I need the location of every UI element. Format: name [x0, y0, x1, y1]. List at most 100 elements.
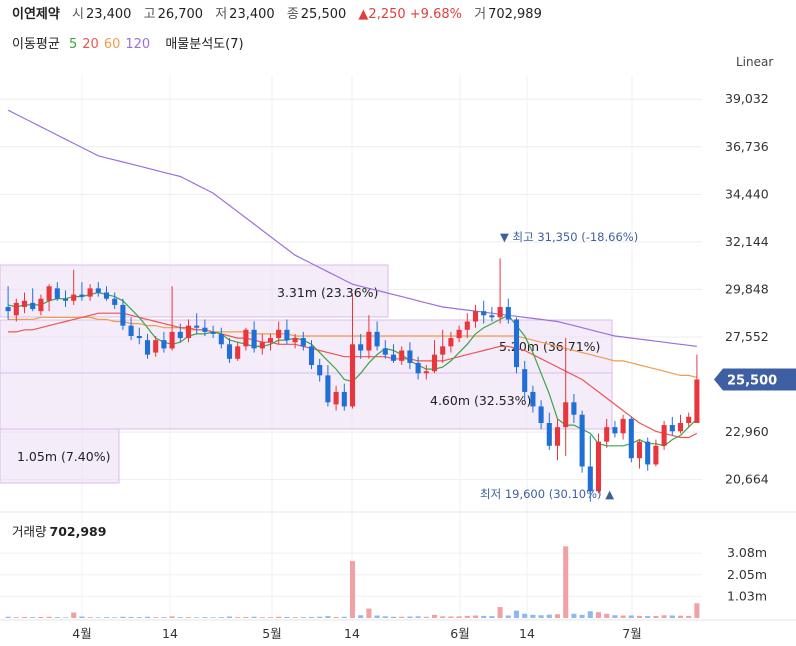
candle-body [349, 344, 356, 407]
volume-bar [153, 617, 159, 618]
ma20-legend: 20 [82, 37, 99, 52]
volume-bar [259, 617, 265, 618]
volume-bar [636, 615, 643, 618]
volume-bar [5, 616, 11, 618]
volume-bar [554, 614, 561, 618]
volume-bar [390, 616, 397, 618]
candle-body [677, 423, 684, 432]
annotations: ▼ 최고 31,350 (-18.66%) 최저 19,600 (30.10%) … [480, 230, 638, 501]
high-value: 26,700 [157, 7, 204, 22]
candle-body [136, 336, 142, 339]
volume-bar [366, 608, 372, 618]
volume-bar [456, 616, 462, 618]
candle-body [210, 331, 216, 334]
candle-body [390, 354, 397, 361]
volume-bar [144, 616, 151, 618]
volume-profile-label: 3.31m (23.36%) [277, 285, 378, 300]
volume-bars: 3.08m 2.05m 1.03m [0, 511, 796, 618]
volume-tick-label: 3.08m [727, 545, 767, 560]
candle-body [464, 321, 470, 330]
candle-body [669, 425, 675, 432]
candle-body [128, 325, 134, 336]
price-tick-label: 39,032 [725, 91, 769, 106]
candle-body [185, 325, 192, 339]
change-value: ▲2,250 +9.68% [358, 7, 462, 22]
indicator-legend[interactable]: 이동평균 5 20 60 120 매물분석도(7) [12, 36, 249, 54]
volume-bar [79, 616, 85, 618]
volume-bar [399, 616, 405, 618]
candle-body [456, 329, 462, 339]
volume-bar [513, 610, 520, 618]
volume-bar [694, 603, 700, 618]
candle-body [563, 402, 569, 428]
scale-mode-button[interactable]: Linear [736, 55, 774, 69]
volume-profile: 3.31m (23.36%)5.20m (36.71%)4.60m (32.53… [0, 264, 613, 484]
candle-body [694, 379, 700, 423]
volume-bar [497, 607, 503, 618]
volume-profile-box [0, 428, 120, 484]
candle-body [103, 292, 110, 299]
candle-body [431, 354, 438, 372]
candle-body [308, 346, 315, 365]
candle-body [661, 425, 667, 446]
volume-bar [185, 617, 192, 618]
candle-body [333, 391, 339, 405]
candle-body [497, 307, 503, 318]
candle-body [399, 350, 405, 361]
low-label: 저 [215, 7, 228, 22]
candle-body [653, 445, 659, 465]
moving-average-label[interactable]: 이동평균 [12, 37, 60, 52]
volume-bar [333, 616, 339, 618]
candle-body [218, 333, 224, 345]
volume-tick-label: 1.03m [727, 588, 767, 603]
volume-bar [612, 615, 618, 618]
volume-bar [46, 616, 52, 618]
volume-bar [62, 617, 69, 618]
candle-body [366, 331, 372, 351]
candle-body [595, 441, 602, 492]
candle-body [317, 365, 323, 376]
close-label: 종 [286, 7, 299, 22]
volume-label: 거 [474, 7, 487, 22]
volume-panel-value: 702,989 [49, 524, 107, 539]
price-tick-label: 36,736 [725, 139, 769, 154]
volume-bar [423, 616, 429, 618]
volume-bar [538, 615, 544, 618]
candle-body [46, 286, 52, 301]
candle-body [612, 427, 618, 434]
volume-bar [136, 617, 142, 618]
ma5-legend: 5 [68, 37, 78, 52]
price-tick-label: 34,440 [725, 186, 769, 201]
candle-body [604, 427, 610, 442]
volume-bar [161, 617, 167, 618]
candle-body [686, 416, 692, 423]
candle-body [95, 288, 101, 293]
volume-bar [505, 615, 511, 618]
last-price-label: 25,500 [727, 374, 777, 389]
low-value: 23,400 [229, 7, 275, 22]
candle-body [235, 346, 241, 359]
volume-bar [595, 612, 602, 618]
time-tick-label: 14 [519, 626, 535, 641]
volume-bar [571, 613, 577, 618]
candle-body [79, 294, 85, 297]
volume-bar [341, 616, 347, 618]
volume-profile-label[interactable]: 매물분석도(7) [165, 37, 244, 52]
time-tick-label: 4월 [72, 626, 91, 641]
stock-header: 이연제약 시 23,400 고 26,700 저 23,400 종 25,500 ▲2,… [12, 6, 550, 24]
open-label: 시 [71, 7, 84, 22]
volume-bar [645, 616, 651, 618]
candle-body [21, 300, 28, 307]
candle-body [546, 423, 552, 446]
candle-body [13, 302, 19, 316]
volume-bar [686, 615, 692, 618]
time-tick-label: 6월 [450, 626, 469, 641]
volume-bar [325, 616, 331, 618]
candle-body [374, 331, 380, 347]
volume-bar [448, 616, 454, 618]
candle-body [448, 338, 454, 347]
volume-bar [620, 615, 626, 618]
candle-body [636, 441, 643, 459]
candle-body [276, 329, 282, 339]
